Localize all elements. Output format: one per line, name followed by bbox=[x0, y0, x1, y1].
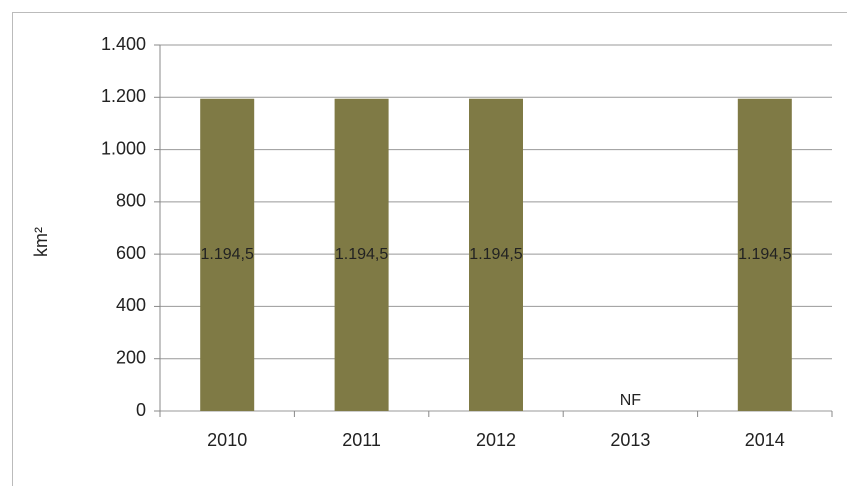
y-tick-label: 1.000 bbox=[101, 138, 146, 158]
x-tick-label: 2013 bbox=[610, 430, 650, 450]
value-label: 1.194,5 bbox=[201, 246, 254, 263]
chart-frame bbox=[12, 12, 847, 486]
x-tick-label: 2011 bbox=[342, 430, 381, 450]
bar bbox=[200, 98, 255, 411]
y-tick-label: 800 bbox=[116, 191, 146, 211]
y-tick-label: 1.200 bbox=[101, 86, 146, 106]
y-tick-label: 600 bbox=[116, 243, 146, 263]
y-tick-label: 0 bbox=[136, 400, 146, 420]
y-tick-label: 200 bbox=[116, 347, 146, 367]
value-label: 1.194,5 bbox=[738, 246, 791, 263]
bar bbox=[469, 98, 523, 411]
value-label: NF bbox=[620, 392, 642, 409]
value-label: 1.194,5 bbox=[335, 246, 388, 263]
y-axis-label: km² bbox=[31, 227, 51, 257]
y-tick-label: 1.400 bbox=[101, 34, 146, 54]
x-tick-label: 2014 bbox=[745, 430, 785, 450]
y-tick-label: 400 bbox=[116, 295, 146, 315]
x-tick-label: 2012 bbox=[476, 430, 516, 450]
bar bbox=[737, 98, 792, 411]
x-tick-label: 2010 bbox=[207, 430, 247, 450]
value-label: 1.194,5 bbox=[469, 246, 522, 263]
bar bbox=[334, 98, 389, 411]
